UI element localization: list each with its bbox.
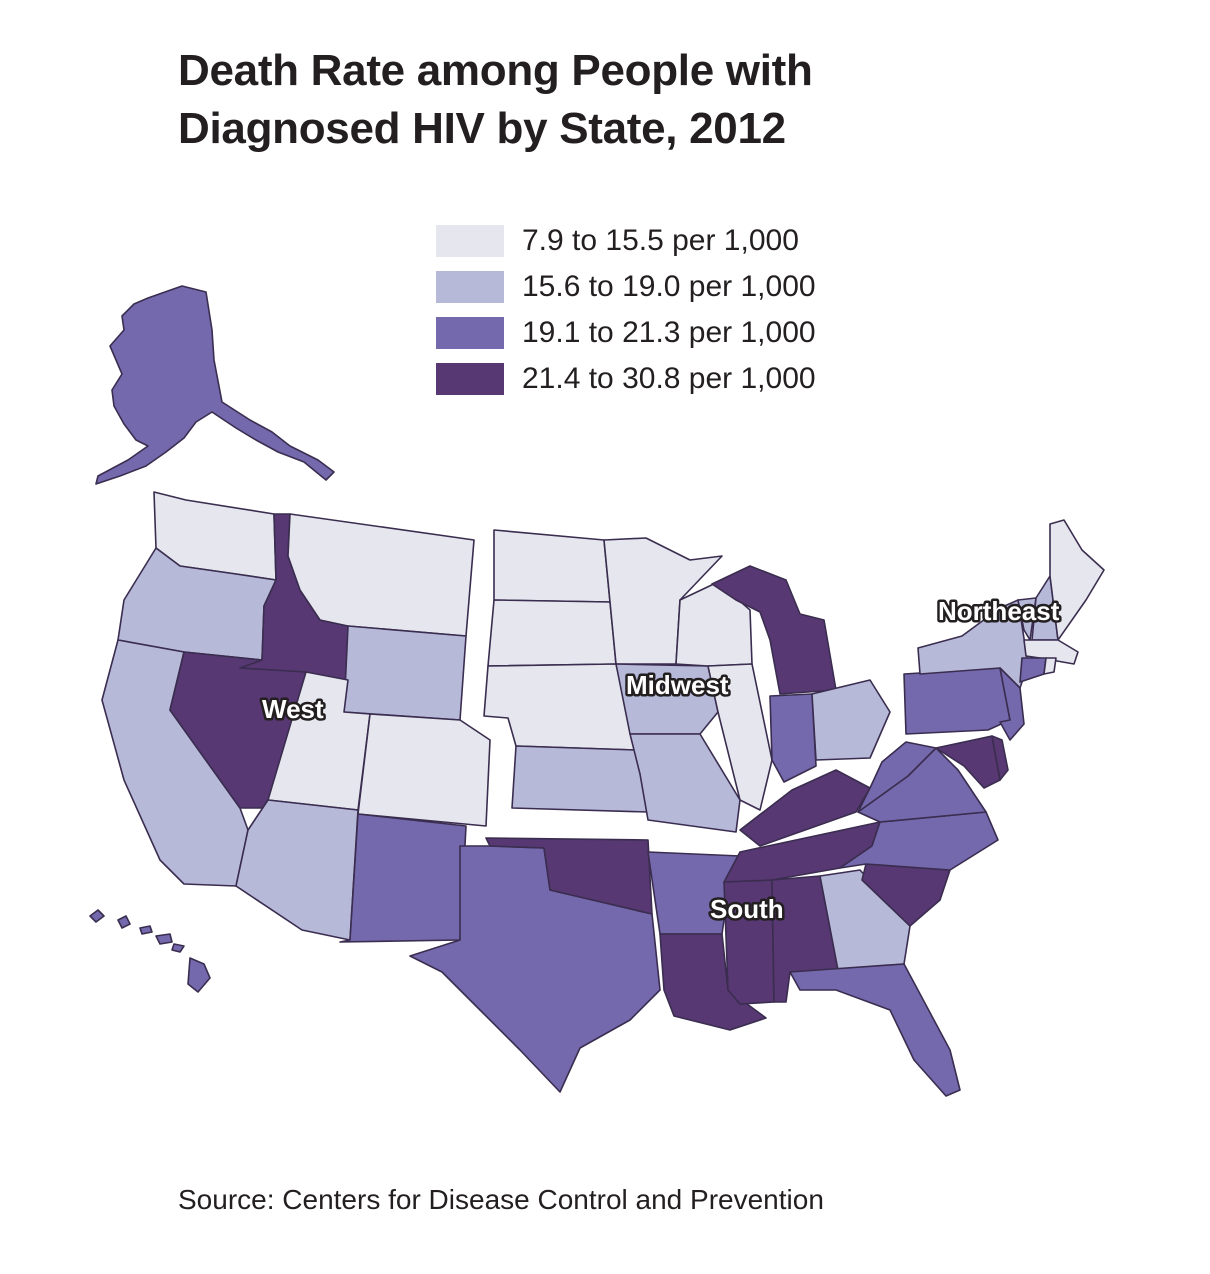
state-LA [659, 933, 767, 1031]
state-NE [483, 663, 637, 751]
state-OH [811, 679, 891, 761]
state-WY [343, 625, 467, 721]
state-NC [839, 811, 999, 871]
legend-swatch [436, 317, 504, 349]
state-GA [819, 869, 911, 971]
state-IL [707, 663, 773, 811]
legend-item: 21.4 to 30.8 per 1,000 [436, 356, 816, 402]
state-IN [769, 693, 817, 783]
state-HI [89, 909, 211, 993]
state-NJ [999, 667, 1025, 741]
state-CO [357, 713, 491, 827]
state-KS [511, 745, 649, 813]
state-AK [95, 285, 335, 485]
state-ME [1049, 519, 1105, 641]
legend-swatch [436, 271, 504, 303]
state-OK [485, 837, 653, 915]
region-label-west: West [262, 694, 324, 724]
state-AR [647, 851, 741, 935]
state-MA [1023, 639, 1079, 665]
region-label-south: South [710, 894, 784, 924]
region-label-midwest: Midwest [626, 670, 729, 700]
state-CT [1019, 657, 1047, 683]
state-NM [339, 813, 467, 943]
legend-label: 19.1 to 21.3 per 1,000 [522, 316, 816, 349]
state-SD [487, 599, 617, 667]
legend-swatch [436, 363, 504, 395]
legend-label: 7.9 to 15.5 per 1,000 [522, 224, 799, 257]
state-DE [991, 735, 1009, 781]
legend-item: 15.6 to 19.0 per 1,000 [436, 264, 816, 310]
legend: 7.9 to 15.5 per 1,000 15.6 to 19.0 per 1… [436, 218, 816, 402]
state-MO [629, 733, 741, 833]
legend-label: 21.4 to 30.8 per 1,000 [522, 362, 816, 395]
state-MT [287, 513, 475, 637]
map-title: Death Rate among People with Diagnosed H… [178, 46, 813, 153]
source-note: Source: Centers for Disease Control and … [178, 1184, 824, 1215]
state-AZ [235, 799, 359, 941]
state-RI [1043, 657, 1057, 675]
state-ND [493, 529, 611, 603]
legend-item: 7.9 to 15.5 per 1,000 [436, 218, 816, 264]
legend-label: 15.6 to 19.0 per 1,000 [522, 270, 816, 303]
state-MD [935, 735, 1001, 789]
legend-item: 19.1 to 21.3 per 1,000 [436, 310, 816, 356]
legend-swatch [436, 225, 504, 257]
region-label-northeast: Northeast [938, 596, 1060, 626]
state-PA [903, 667, 1011, 735]
state-FL [789, 963, 961, 1097]
